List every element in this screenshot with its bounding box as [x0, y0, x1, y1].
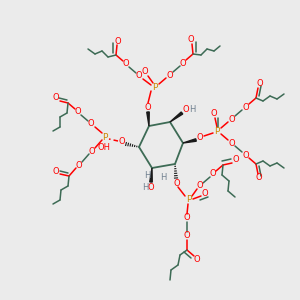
Text: P: P	[102, 133, 108, 142]
Text: O: O	[229, 115, 235, 124]
Text: O: O	[243, 151, 249, 160]
Text: O: O	[202, 188, 208, 197]
Text: O: O	[89, 146, 95, 155]
Text: H: H	[189, 104, 195, 113]
Text: O: O	[183, 106, 189, 115]
Text: O: O	[75, 107, 81, 116]
Text: H: H	[160, 172, 166, 182]
Text: O: O	[53, 167, 59, 176]
Text: P: P	[186, 196, 192, 205]
Text: O: O	[145, 103, 151, 112]
Polygon shape	[147, 112, 149, 126]
Text: O: O	[257, 80, 263, 88]
Text: O: O	[210, 169, 216, 178]
Text: O: O	[123, 59, 129, 68]
Text: O: O	[148, 182, 154, 191]
Text: H: H	[144, 170, 150, 179]
Text: O: O	[136, 71, 142, 80]
Text: H: H	[142, 182, 148, 191]
Text: O: O	[194, 256, 200, 265]
Text: P: P	[152, 82, 158, 91]
Text: P: P	[214, 127, 220, 136]
Text: O: O	[53, 94, 59, 103]
Text: O: O	[184, 214, 190, 223]
Text: O: O	[211, 110, 217, 118]
Polygon shape	[183, 139, 196, 143]
Text: O: O	[243, 103, 249, 112]
Text: O: O	[119, 137, 125, 146]
Text: O: O	[76, 160, 82, 169]
Text: OH: OH	[98, 142, 110, 152]
Text: O: O	[142, 68, 148, 76]
Text: O: O	[256, 173, 262, 182]
Text: O: O	[197, 182, 203, 190]
Polygon shape	[150, 168, 152, 182]
Text: O: O	[88, 119, 94, 128]
Text: O: O	[115, 37, 121, 46]
Text: O: O	[167, 70, 173, 80]
Polygon shape	[170, 112, 183, 122]
Text: O: O	[233, 155, 239, 164]
Text: O: O	[229, 139, 235, 148]
Text: O: O	[180, 58, 186, 68]
Text: O: O	[184, 232, 190, 241]
Text: O: O	[197, 134, 203, 142]
Text: O: O	[188, 35, 194, 44]
Text: O: O	[174, 178, 180, 188]
